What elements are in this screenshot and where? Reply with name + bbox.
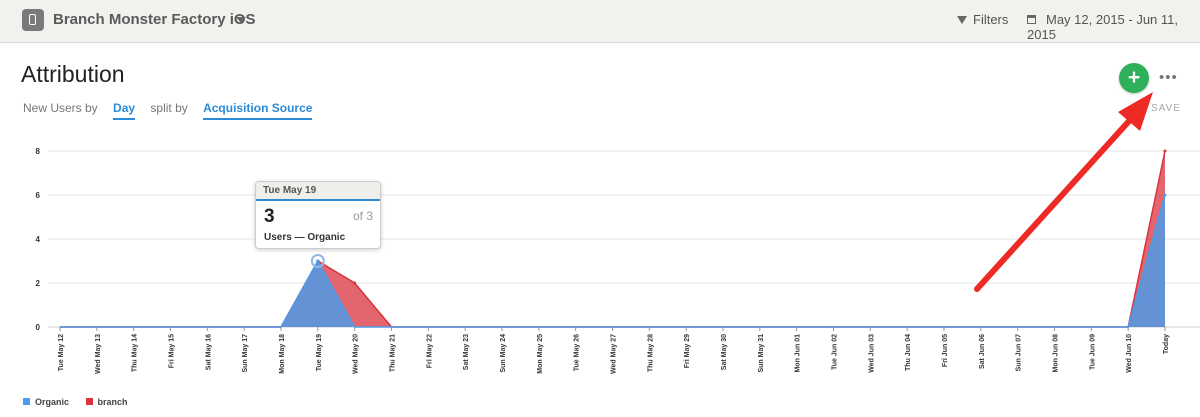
x-tick-label: Fri Jun 05 <box>942 334 949 367</box>
split-selector[interactable]: Acquisition Source <box>203 101 313 120</box>
add-button[interactable]: + <box>1119 63 1149 93</box>
chart-legend: Organic branch <box>23 397 142 407</box>
filters-label: Filters <box>973 12 1009 27</box>
page-title: Attribution <box>21 61 125 87</box>
date-range-label: May 12, 2015 - Jun 11, 2015 <box>1027 12 1179 42</box>
x-tick-label: Tue May 26 <box>574 334 581 371</box>
tooltip-value: 3 <box>264 206 275 227</box>
area-branch <box>60 151 1165 327</box>
x-tick-label: Fri May 29 <box>684 334 691 368</box>
x-tick-label: Fri May 15 <box>169 334 176 368</box>
x-tick-label: Sat Jun 06 <box>979 334 986 369</box>
x-tick-label: Fri May 22 <box>426 334 433 368</box>
app-selector[interactable]: Branch Monster Factory iOS <box>53 11 256 28</box>
y-tick-label: 4 <box>36 235 41 244</box>
annotation-arrow-head <box>1118 92 1153 131</box>
x-tick-label: Mon Jun 08 <box>1053 334 1060 373</box>
point-branch <box>1163 149 1167 153</box>
x-tick-label: Thu May 14 <box>132 334 139 372</box>
y-tick-label: 2 <box>36 279 41 288</box>
x-tick-label: Thu May 28 <box>647 334 654 372</box>
legend-swatch-branch <box>85 398 93 406</box>
x-tick-label: Tue May 12 <box>58 334 65 371</box>
x-tick-label: Sat May 23 <box>463 334 470 370</box>
x-tick-label: Sun May 24 <box>500 334 507 373</box>
x-tick-label: Thu May 21 <box>390 334 397 372</box>
y-tick-label: 0 <box>36 323 41 332</box>
x-tick-label: Mon May 18 <box>279 334 286 374</box>
date-range-picker[interactable]: May 12, 2015 - Jun 11, 2015 <box>1027 12 1200 42</box>
filter-icon <box>957 15 967 24</box>
x-tick-label: Mon Jun 01 <box>795 334 802 373</box>
legend-label-branch: branch <box>97 397 128 407</box>
chevron-down-icon[interactable] <box>236 17 246 23</box>
x-tick-label: Tue Jun 09 <box>1089 334 1096 370</box>
phone-icon[interactable] <box>22 9 44 31</box>
more-options-icon[interactable]: ••• <box>1159 69 1178 86</box>
filters-button[interactable]: Filters <box>957 12 1008 27</box>
chart-tooltip: Tue May 19 3 of 3 Users — Organic <box>255 181 381 249</box>
x-tick-label: Sat May 16 <box>205 334 212 370</box>
interval-selector[interactable]: Day <box>113 101 136 120</box>
x-tick-label: Sun May 31 <box>758 334 765 373</box>
x-tick-label: Tue May 19 <box>316 334 323 371</box>
x-tick-label: Wed May 13 <box>95 334 102 374</box>
split-word: split by <box>150 101 188 115</box>
tooltip-date: Tue May 19 <box>256 182 380 201</box>
x-tick-label: Wed May 20 <box>353 334 360 374</box>
hover-marker <box>310 254 325 268</box>
save-button[interactable]: SAVE <box>1151 103 1180 114</box>
legend-label-organic: Organic <box>35 397 70 407</box>
tooltip-series: Users — Organic <box>264 232 346 243</box>
x-tick-label: Thu Jun 04 <box>905 334 912 371</box>
point-organic <box>1163 193 1167 197</box>
line-organic <box>60 194 1166 328</box>
x-tick-label: Wed May 27 <box>611 334 618 374</box>
x-tick-label: Wed Jun 10 <box>1126 334 1133 373</box>
y-tick-label: 6 <box>36 191 41 200</box>
x-tick-label: Mon May 25 <box>537 334 544 374</box>
x-tick-label: Tue Jun 02 <box>832 334 839 370</box>
top-bar: Branch Monster Factory iOS Filters May 1… <box>0 0 1200 43</box>
tooltip-total: of 3 <box>352 209 373 223</box>
calendar-icon <box>1027 15 1036 25</box>
legend-item-branch[interactable]: branch <box>85 397 128 407</box>
legend-item-organic[interactable]: Organic <box>23 397 69 407</box>
point-organic <box>316 259 320 263</box>
x-tick-label: Today <box>1163 334 1170 354</box>
legend-swatch-organic <box>23 398 30 406</box>
x-tick-label: Sat May 30 <box>721 334 728 370</box>
point-branch <box>353 281 357 285</box>
query-builder: New Users by Day split by Acquisition So… <box>23 101 313 120</box>
x-tick-label: Sun May 17 <box>242 334 249 373</box>
annotation-arrow-shaft <box>974 117 1133 292</box>
y-tick-label: 8 <box>36 147 41 156</box>
x-tick-label: Sun Jun 07 <box>1016 334 1023 371</box>
query-prefix: New Users by <box>23 101 98 115</box>
x-tick-label: Wed Jun 03 <box>868 334 875 373</box>
